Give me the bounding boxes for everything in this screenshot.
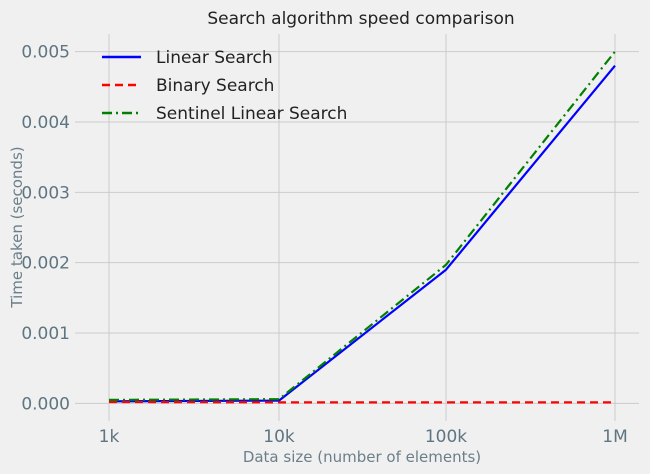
legend: Linear Search Binary Search Sentinel Linea… (102, 48, 347, 124)
series-line (108, 64, 616, 403)
x-tick-label: 10k (263, 427, 295, 447)
y-tick-label: 0.005 (21, 43, 70, 63)
y-tick-label: 0.003 (21, 183, 70, 203)
x-tick-label: 1M (602, 427, 627, 447)
y-axis-label: Time taken (seconds) (8, 146, 26, 308)
tick-labels: 0.000 0.001 0.002 0.003 0.004 0.005 1k 10k 100k 1… (21, 43, 627, 447)
chart-title: Search algorithm speed comparison (207, 9, 514, 29)
x-tick-label: 1k (99, 427, 120, 447)
y-tick-label: 0.000 (21, 394, 70, 414)
y-tick-label: 0.004 (21, 113, 70, 133)
series-line (108, 50, 616, 401)
legend-label: Sentinel Linear Search (156, 104, 347, 124)
legend-label: Binary Search (156, 76, 274, 96)
y-tick-label: 0.001 (21, 324, 70, 344)
grid (75, 34, 639, 421)
y-tick-label: 0.002 (21, 254, 70, 274)
series-lines (108, 50, 616, 404)
x-axis-label: Data size (number of elements) (243, 448, 481, 466)
x-tick-label: 100k (425, 427, 467, 447)
legend-label: Linear Search (156, 48, 273, 68)
